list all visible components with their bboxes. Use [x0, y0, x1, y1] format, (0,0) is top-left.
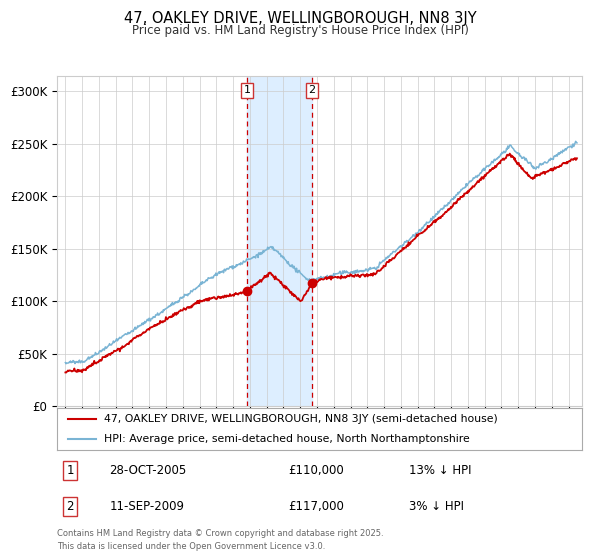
Bar	[247, 76, 312, 406]
Text: 3% ↓ HPI: 3% ↓ HPI	[409, 500, 464, 513]
Text: £117,000: £117,000	[288, 500, 344, 513]
Text: Price paid vs. HM Land Registry's House Price Index (HPI): Price paid vs. HM Land Registry's House …	[131, 24, 469, 36]
Text: 2: 2	[308, 86, 316, 95]
Text: Contains HM Land Registry data © Crown copyright and database right 2025.
This d: Contains HM Land Registry data © Crown c…	[57, 529, 383, 550]
Text: HPI: Average price, semi-detached house, North Northamptonshire: HPI: Average price, semi-detached house,…	[104, 434, 470, 444]
Text: 47, OAKLEY DRIVE, WELLINGBOROUGH, NN8 3JY: 47, OAKLEY DRIVE, WELLINGBOROUGH, NN8 3J…	[124, 11, 476, 26]
Text: 28-OCT-2005: 28-OCT-2005	[110, 464, 187, 477]
Text: 1: 1	[67, 464, 74, 477]
Text: 11-SEP-2009: 11-SEP-2009	[110, 500, 185, 513]
Text: 13% ↓ HPI: 13% ↓ HPI	[409, 464, 471, 477]
Text: 1: 1	[244, 86, 251, 95]
Text: 2: 2	[67, 500, 74, 513]
Text: 47, OAKLEY DRIVE, WELLINGBOROUGH, NN8 3JY (semi-detached house): 47, OAKLEY DRIVE, WELLINGBOROUGH, NN8 3J…	[104, 414, 498, 424]
Text: £110,000: £110,000	[288, 464, 344, 477]
